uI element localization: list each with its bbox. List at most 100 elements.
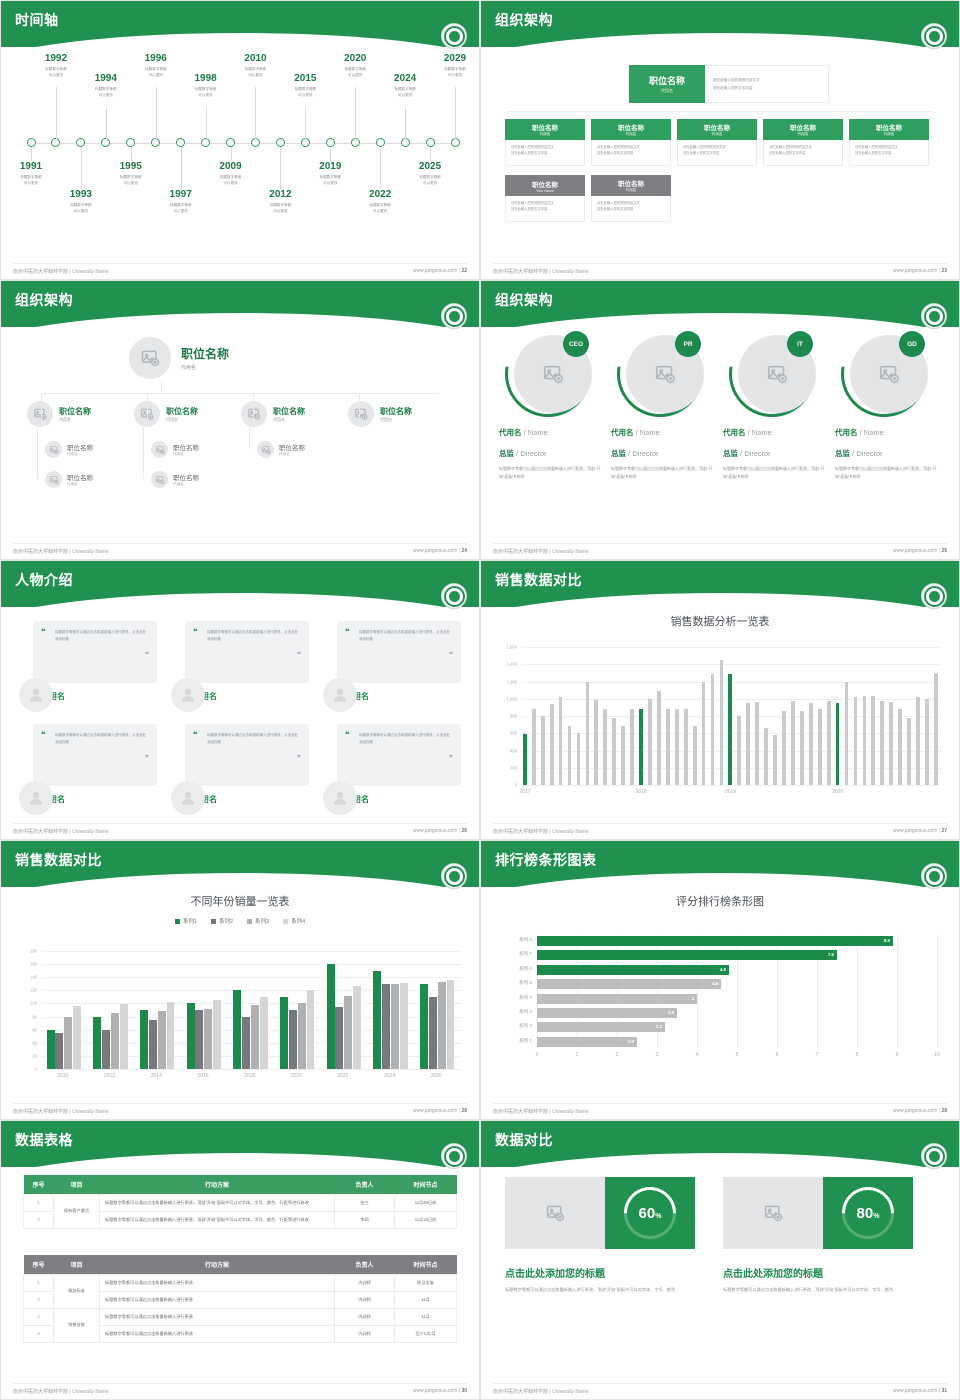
person-card[interactable]: ❝ ❞ 标题数字等都可以通过点击和重新输入进行更改，点击此处添加标题 代用名 — [171, 615, 309, 712]
timeline-dot[interactable] — [51, 138, 61, 147]
ranking-row[interactable]: 系列 5 4.6 — [519, 978, 937, 990]
tree-root-node[interactable]: 职位名称 代用名 — [129, 337, 229, 379]
timeline-item-above[interactable]: 2029 标题数字等都 可以更改 — [427, 53, 479, 78]
timeline-item-above[interactable]: 2010 标题数字等都 可以更改 — [227, 53, 283, 78]
timeline-dot[interactable] — [176, 138, 186, 147]
person-card[interactable]: ❝ ❞ 标题数字等都可以通过点击和重新输入进行更改，点击此处添加标题 代用名 — [19, 718, 157, 815]
tree-node-l2[interactable]: 职位名称 代用名 — [151, 471, 199, 488]
slide-org-boxes[interactable]: 组织架构 职位名称 代用名 请在此输入您的简短内容文字 请在此输入您的文字内容 … — [480, 0, 960, 280]
ranking-row[interactable]: 系列 4 4 — [519, 993, 937, 1005]
person-card[interactable]: ❝ ❞ 标题数字等都可以通过点击和重新输入进行更改，点击此处添加标题 代用名 — [323, 615, 461, 712]
person-card[interactable]: ❝ ❞ 标题数字等都可以通过点击和重新输入进行更改，点击此处添加标题 代用名 — [323, 718, 461, 815]
org-head-note: 请在此输入您的简短内容文字 请在此输入您的文字内容 — [705, 65, 829, 103]
tree-node-l1[interactable]: 职位名称 代用名 — [348, 401, 455, 427]
data-table-primary[interactable]: 序号 项目 行动方案 负责人 时间节点 1 保有客户激活 标题数字等都可以通过点击和重新… — [23, 1175, 457, 1229]
timeline-dot[interactable] — [101, 138, 111, 147]
timeline-item-below[interactable]: 2012 标题数字等都 可以更改 — [252, 189, 308, 214]
table-row[interactable]: 3 销售技能 标题数字等都可以通过点击和重新输入进行更改 内训师 11月 — [23, 1307, 457, 1343]
table-row[interactable]: 2 标题数字等都可以通过点击和重新输入进行更改，顶部“开始”面板中可以对字体、字… — [23, 1210, 457, 1229]
slide-person-intro[interactable]: 人物介绍 ❝ ❞ 标题数字等都可以通过点击和重新输入进行更改，点击此处添加标题 … — [0, 560, 480, 840]
person-column[interactable]: CEO 代用名 / Name 总监 / Director 标题数字等都可以通过点… — [488, 314, 608, 481]
org-card[interactable]: 职位名称 代用名 请在此输入您的简短内容文字 请在此输入您的文字内容 — [849, 119, 929, 166]
ranking-row[interactable]: 系列 6 4.8 — [519, 964, 937, 976]
slide-ranking[interactable]: 排行榜条形图表 评分排行榜条形图 系列 8 8.9 系列 7 7.5 系列 6 4.… — [480, 840, 960, 1120]
timeline-item-above[interactable]: 2024 标题数字等都 可以更改 — [377, 73, 433, 98]
timeline-dot[interactable] — [325, 138, 335, 147]
person-card[interactable]: ❝ ❞ 标题数字等都可以通过点击和重新输入进行更改，点击此处添加标题 代用名 — [19, 615, 157, 712]
org-card[interactable]: 职位名称 代用名 请在此输入您的简短内容文字 请在此输入您的文字内容 — [677, 119, 757, 166]
timeline-item-above[interactable]: 1994 标题数字等都 可以更改 — [78, 73, 134, 98]
timeline-dot[interactable] — [250, 138, 260, 147]
legend-item[interactable]: 系列2 — [210, 917, 233, 925]
table-row[interactable]: 4 标题数字等都可以通过点击和重新输入进行更改 内训师 至少1次/月 — [23, 1324, 457, 1343]
timeline-dot[interactable] — [76, 138, 86, 147]
tree-node-l1[interactable]: 职位名称 代用名 — [27, 401, 134, 427]
timeline-item-above[interactable]: 1992 标题数字等都 可以更改 — [28, 53, 84, 78]
org-card[interactable]: 职位名称 代用名 请在此输入您的简短内容文字 请在此输入您的文字内容 — [505, 119, 585, 166]
timeline-item-above[interactable]: 1998 标题数字等都 可以更改 — [178, 73, 234, 98]
tree-node-l1[interactable]: 职位名称 代用名 — [134, 401, 241, 427]
slide-sales-single[interactable]: 销售数据对比 销售数据分析一览表 0 200 400 600 800 1,000 1,200… — [480, 560, 960, 840]
timeline-dot[interactable] — [126, 138, 136, 147]
timeline-dot[interactable] — [300, 138, 310, 147]
timeline-dot[interactable] — [450, 138, 460, 147]
timeline-dot[interactable] — [400, 138, 410, 147]
timeline-item-below[interactable]: 2022 标题数字等都 可以更改 — [352, 189, 408, 214]
timeline-item-below[interactable]: 2025 标题数字等都 可以更改 — [402, 161, 458, 186]
ranking-row[interactable]: 系列 3 3.5 — [519, 1007, 937, 1019]
ranking-row[interactable]: 系列 2 3.2 — [519, 1021, 937, 1033]
slide-data-compare[interactable]: 数据对比 60% 点击此处添加您的标题 标题数字等都可以通过点击和重新输入进行更… — [480, 1120, 960, 1400]
timeline-dot[interactable] — [226, 138, 236, 147]
table-row[interactable]: 1 保有客户激活 标题数字等都可以通过点击和重新输入进行更改，顶部“开始”面板中… — [23, 1194, 457, 1229]
tree-node-l2[interactable]: 职位名称 代用名 — [45, 441, 93, 458]
compare-item[interactable]: 60% 点击此处添加您的标题 标题数字等都可以通过点击和重新输入进行更改，顶部“… — [505, 1176, 695, 1294]
compare-item[interactable]: 80% 点击此处添加您的标题 标题数字等都可以通过点击和重新输入进行更改，顶部“… — [723, 1176, 913, 1294]
slide-org-circles[interactable]: 组织架构 CEO 代用名 / Name 总监 / Director 标题数字等都… — [480, 280, 960, 560]
person-column[interactable]: GD 代用名 / Name 总监 / Director 标题数字等都可以通过点击… — [824, 314, 944, 481]
tree-node-l2[interactable]: 职位名称 代用名 — [257, 441, 305, 458]
data-table-secondary[interactable]: 序号 项目 行动方案 负责人 时间节点 1 服务标准 标题数字等都可以通过点击和重新输入… — [23, 1255, 457, 1343]
slide-timeline[interactable]: 时间轴 1992 标题数字等都 可以更改 1994 标题数字等都 可以更改 1996 标… — [0, 0, 480, 280]
org-head-box[interactable]: 职位名称 代用名 — [629, 65, 705, 103]
timeline-dot[interactable] — [26, 138, 36, 147]
person-column[interactable]: PR 代用名 / Name 总监 / Director 标题数字等都可以通过点击… — [600, 314, 720, 481]
table-row[interactable]: 1 服务标准 标题数字等都可以通过点击和重新输入进行更改 内训师 即日实施 — [23, 1274, 457, 1309]
org-card[interactable]: 职位名称 代用名 请在此输入您的简短内容文字 请在此输入您的文字内容 — [591, 175, 671, 222]
timeline-item-below[interactable]: 1995 标题数字等都 可以更改 — [103, 161, 159, 186]
slide-org-tree[interactable]: 组织架构 职位名称 代用名 职位名称 代用名 职位名称 代用名 职位名称 — [0, 280, 480, 560]
ranking-row[interactable]: 系列 8 8.9 — [519, 935, 937, 947]
timeline-dot[interactable] — [201, 138, 211, 147]
org-card[interactable]: 职位名称 Your Name 请在此输入您的简短内容文字 请在此输入您的文字内容 — [505, 175, 585, 222]
org-card[interactable]: 职位名称 代用名 请在此输入您的简短内容文字 请在此输入您的文字内容 — [763, 119, 843, 166]
timeline-item-below[interactable]: 1991 标题数字等都 可以更改 — [3, 161, 59, 186]
timeline-dot[interactable] — [375, 138, 385, 147]
ranking-row[interactable]: 系列 7 7.5 — [519, 949, 937, 961]
timeline-item-below[interactable]: 2009 标题数字等都 可以更改 — [203, 161, 259, 186]
slide-data-tables[interactable]: 数据表格 序号 项目 行动方案 负责人 时间节点 1 保有客户激活 标题数字等都可以通过… — [0, 1120, 480, 1400]
timeline-item-below[interactable]: 1993 标题数字等都 可以更改 — [53, 189, 109, 214]
person-role: 总监 / Director — [611, 449, 659, 458]
slide-sales-grouped[interactable]: 销售数据对比 不同年份销量一览表 系列1 系列2 系列3 系列4 0 20 40 60 80 1… — [0, 840, 480, 1120]
timeline-dot[interactable] — [275, 138, 285, 147]
timeline-item-below[interactable]: 1997 标题数字等都 可以更改 — [153, 189, 209, 214]
y-axis-tick: 1,000 — [506, 696, 517, 702]
timeline-item-above[interactable]: 2015 标题数字等都 可以更改 — [277, 73, 333, 98]
legend-item[interactable]: 系列3 — [247, 917, 269, 925]
ranking-row[interactable]: 系列 1 2.5 — [519, 1036, 937, 1048]
person-card[interactable]: ❝ ❞ 标题数字等都可以通过点击和重新输入进行更改，点击此处添加标题 代用名 — [171, 718, 309, 815]
person-column[interactable]: IT 代用名 / Name 总监 / Director 标题数字等都可以通过点击… — [712, 314, 832, 481]
tree-node-l2[interactable]: 职位名称 代用名 — [151, 441, 199, 458]
tree-node-l2[interactable]: 职位名称 代用名 — [45, 471, 93, 488]
timeline-item-above[interactable]: 2020 标题数字等都 可以更改 — [327, 53, 383, 78]
timeline-dot[interactable] — [350, 138, 360, 147]
legend-item[interactable]: 系列1 — [174, 917, 197, 925]
timeline-dot[interactable] — [151, 138, 161, 147]
tree-node-l1[interactable]: 职位名称 代用名 — [241, 401, 348, 427]
timeline-item-below[interactable]: 2019 标题数字等都 可以更改 — [302, 161, 358, 186]
timeline-item-above[interactable]: 1996 标题数字等都 可以更改 — [128, 53, 184, 78]
org-card[interactable]: 职位名称 代用名 请在此输入您的简短内容文字 请在此输入您的文字内容 — [591, 119, 671, 166]
legend-item[interactable]: 系列4 — [283, 917, 305, 925]
timeline-dot[interactable] — [425, 138, 435, 147]
org-head-node[interactable]: 职位名称 代用名 请在此输入您的简短内容文字 请在此输入您的文字内容 — [629, 65, 829, 103]
cell-plan: 标题数字等都可以通过点击和重新输入进行更改 — [99, 1307, 335, 1326]
